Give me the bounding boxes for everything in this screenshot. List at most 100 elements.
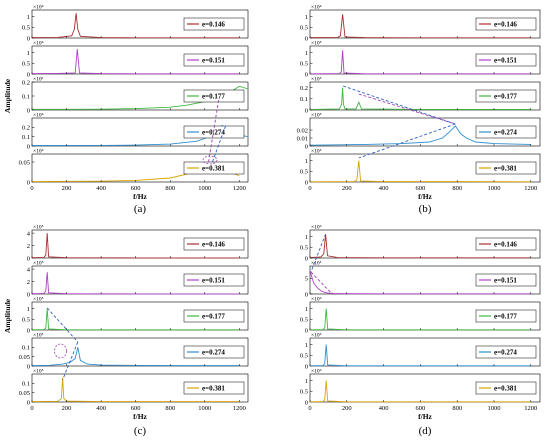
exponent-label: ×10⁵ <box>311 261 322 267</box>
subplot-2: 0 0.5 1×10⁵ e=0.151 <box>300 41 541 78</box>
series-line <box>309 160 531 183</box>
series-line <box>309 87 531 110</box>
exponent-label: ×10⁵ <box>33 369 44 375</box>
y-tick-label: 0 <box>305 35 308 42</box>
x-axis-label: f/Hz <box>418 412 432 421</box>
x-tick-label: 600 <box>416 185 426 192</box>
exponent-label: ×10⁴ <box>33 113 44 119</box>
x-tick-label: 400 <box>96 185 106 192</box>
y-tick-label: 0 <box>305 179 308 186</box>
legend-box <box>183 237 245 251</box>
subplot-4: 00.010.02 ×10⁵ e=0.274 <box>297 113 541 150</box>
y-tick-label: 0 <box>27 327 30 334</box>
x-axis-label: f/Hz <box>133 192 147 201</box>
panel-label: (a) <box>134 203 147 215</box>
series-line <box>31 308 240 331</box>
dashed-arrow <box>46 307 79 343</box>
legend-box <box>475 53 537 67</box>
dashed-arrow <box>310 233 327 273</box>
legend-label: e=0.381 <box>202 385 225 393</box>
y-tick-label: 0 <box>27 107 30 114</box>
exponent-label: ×10⁴ <box>33 41 44 47</box>
y-tick-label: 0.2 <box>22 125 30 132</box>
y-tick-label: 5 <box>305 276 308 283</box>
y-tick-label: 0.02 <box>297 127 308 134</box>
x-tick-label: 0 <box>308 185 311 192</box>
exponent-label: ×10⁵ <box>33 225 44 231</box>
x-tick-label: 200 <box>342 185 352 192</box>
y-tick-label: 0 <box>27 35 30 42</box>
axes-box <box>31 117 249 147</box>
exponent-label: ×10⁶ <box>311 369 322 375</box>
series-line <box>31 377 240 403</box>
y-tick-label: 0.05 <box>19 354 30 361</box>
subplot-1: 0 2 4×10⁵ e=0.146 <box>27 225 249 262</box>
annotations <box>46 85 456 381</box>
y-tick-label: 1 <box>305 342 308 349</box>
x-tick-label: 400 <box>379 405 389 412</box>
legend-box <box>183 53 245 67</box>
y-tick-label: 0 <box>27 179 30 186</box>
y-tick-label: 0.5 <box>300 353 308 360</box>
y-tick-label: 0.5 <box>22 61 30 68</box>
y-tick-label: 0 <box>27 291 30 298</box>
legend-box <box>183 161 245 175</box>
y-tick-label: 0.5 <box>22 317 30 324</box>
series-line <box>31 347 240 367</box>
series-line <box>31 233 240 259</box>
x-tick-label: 200 <box>342 405 352 412</box>
legend-label: e=0.146 <box>202 241 225 249</box>
y-tick-label: 1 <box>27 306 30 313</box>
chart-panel-3: 024×10⁵e=0.146024×10⁵e=0.15100.51×10⁵e=0… <box>3 225 249 437</box>
y-tick-label: 0 <box>305 71 308 78</box>
dashed-arrow <box>62 341 79 381</box>
legend-box <box>475 125 537 139</box>
legend-box <box>183 89 245 103</box>
subplot-5: 0 0.05 0.1×10⁵ e=0.381 <box>19 369 249 406</box>
exponent-label: ×10⁶ <box>311 225 322 231</box>
panel-label: (d) <box>419 425 432 437</box>
y-tick-label: 0.5 <box>300 245 308 252</box>
dashed-arrow <box>358 123 456 159</box>
dashed-arrow <box>358 93 456 125</box>
y-tick-label: 1 <box>305 50 308 57</box>
legend-box <box>183 17 245 31</box>
x-tick-label: 600 <box>416 405 426 412</box>
exponent-label: ×10⁵ <box>311 113 322 119</box>
y-tick-label: 1 <box>305 306 308 313</box>
exponent-label: ×10⁴ <box>311 5 322 11</box>
exponent-label: ×10⁵ <box>33 261 44 267</box>
exponent-label: ×10⁵ <box>311 77 322 83</box>
legend-box <box>183 309 245 323</box>
exponent-label: ×10⁶ <box>311 333 322 339</box>
exponent-label: ×10⁵ <box>33 297 44 303</box>
exponent-label: ×10⁵ <box>311 41 322 47</box>
x-tick-label: 1200 <box>233 185 246 192</box>
exponent-label: ×10⁴ <box>33 5 44 11</box>
y-tick-label: 1 <box>305 378 308 385</box>
y-axis-label: Amplitude <box>3 78 12 113</box>
legend-label: e=0.177 <box>494 313 517 321</box>
series-line <box>31 272 240 295</box>
chart-panel-2: 00.51×10⁴e=0.14600.51×10⁵e=0.15100.10.2×… <box>297 5 541 215</box>
y-tick-label: 0 <box>27 399 30 406</box>
dashed-arrow <box>211 125 226 165</box>
legend-label: e=0.151 <box>494 277 517 285</box>
series-line <box>309 308 531 331</box>
legend-label: e=0.151 <box>202 57 225 65</box>
x-tick-label: 1000 <box>198 405 211 412</box>
x-axis-label: f/Hz <box>133 412 147 421</box>
y-tick-label: 0.5 <box>300 389 308 396</box>
y-tick-label: 0.05 <box>19 390 30 397</box>
y-tick-label: 1 <box>27 50 30 57</box>
legend-label: e=0.381 <box>202 165 225 173</box>
y-tick-label: 0.5 <box>300 169 308 176</box>
highlight-ellipse <box>54 343 67 359</box>
y-tick-label: 1 <box>27 14 30 21</box>
x-tick-label: 800 <box>165 185 175 192</box>
x-tick-label: 800 <box>452 185 462 192</box>
x-tick-label: 200 <box>62 405 72 412</box>
x-tick-label: 1200 <box>233 405 246 412</box>
